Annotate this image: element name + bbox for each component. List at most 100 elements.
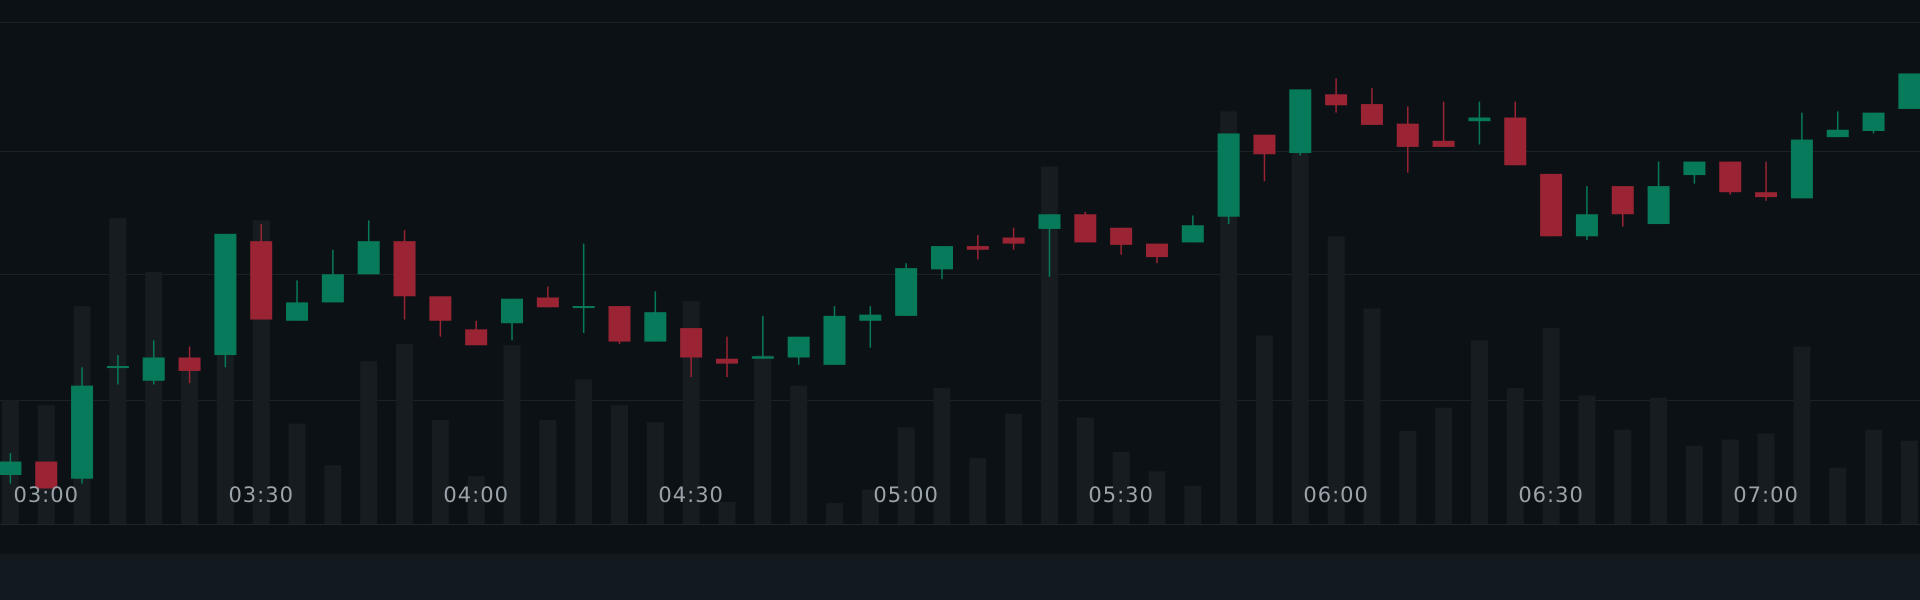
candle-body (1110, 227, 1133, 245)
candle-body (429, 296, 452, 321)
candle-body (572, 306, 595, 309)
candle-body (716, 358, 738, 364)
volume-bar (1184, 486, 1202, 524)
candle-body (1790, 139, 1813, 199)
candle-body (1898, 73, 1920, 109)
volume-bar (1255, 335, 1273, 524)
candle-body (787, 336, 810, 358)
x-tick-label: 03:30 (228, 483, 294, 507)
volume-bar (181, 367, 199, 524)
volume-bar (1685, 445, 1703, 524)
candle-body (0, 461, 22, 476)
candle-body (142, 357, 165, 381)
volume-bar (1506, 388, 1524, 524)
time-labels: 03:00 03:30 04:00 04:30 05:00 05:30 06:00 06:30… (13, 483, 1799, 507)
candle-body (1038, 214, 1061, 229)
candle-body (1289, 89, 1312, 154)
candle-body (1325, 94, 1348, 106)
volume-bar (1793, 346, 1811, 524)
volume-bar (611, 405, 629, 524)
x-tick-label: 06:30 (1518, 483, 1584, 507)
candle-body (1181, 225, 1204, 243)
volume-bar (216, 355, 234, 524)
candle-body (1504, 117, 1527, 166)
volume-bar (861, 489, 879, 524)
candle-body (1074, 214, 1097, 243)
volume-bar (396, 344, 414, 524)
candle-body (71, 385, 94, 479)
volume-bar (1900, 440, 1918, 524)
candle-layer (0, 73, 1920, 489)
grid (0, 22, 1920, 401)
candle-body (1755, 192, 1778, 198)
candle-body (966, 246, 989, 250)
candle-body (1468, 117, 1491, 122)
volume-bar (754, 355, 772, 524)
candle-body (1217, 133, 1240, 217)
candle-body (178, 357, 201, 371)
volume-bar (503, 345, 521, 524)
volume-bar (1829, 467, 1847, 524)
candle-body (214, 233, 237, 356)
candle-body (1862, 112, 1885, 131)
x-tick-label: 03:00 (13, 483, 79, 507)
candle-body (35, 461, 58, 489)
volume-bar (324, 465, 342, 524)
volume-bar (539, 419, 557, 524)
candle-body (1647, 186, 1670, 225)
candle-body (1145, 243, 1168, 258)
volume-bar (288, 423, 306, 524)
volume-bar (1040, 166, 1058, 524)
candle-body (393, 241, 416, 297)
candle-body (106, 366, 129, 369)
candle-body (1432, 140, 1455, 147)
volume-bar (431, 419, 449, 524)
candle-body (859, 314, 882, 321)
candle-body (644, 312, 667, 342)
candle-body (680, 328, 703, 358)
candle-body (751, 356, 774, 359)
volume-bar (575, 379, 593, 524)
footer-bar (0, 554, 1920, 600)
volume-bar (145, 271, 163, 524)
candle-body (1396, 123, 1419, 147)
x-tick-label: 07:00 (1733, 483, 1799, 507)
volume-bar (1757, 433, 1775, 524)
volume-bar (825, 503, 843, 524)
candle-body (895, 268, 918, 316)
volume-bar (1327, 236, 1345, 524)
volume-bar (360, 361, 378, 524)
candle-body (1360, 104, 1383, 125)
x-tick-label: 05:30 (1088, 483, 1154, 507)
candle-body (250, 241, 273, 320)
volume-bar (1650, 397, 1668, 524)
candle-body (465, 329, 488, 346)
volume-bar (790, 385, 808, 524)
axis-band (0, 524, 1920, 554)
candle-body (1719, 161, 1742, 193)
volume-bar (1005, 413, 1023, 524)
candle-body (357, 241, 380, 275)
candle-body (608, 306, 631, 342)
x-tick-label: 05:00 (873, 483, 939, 507)
volume-bar (897, 427, 915, 524)
volume-bar (1363, 308, 1381, 524)
volume-bar (1112, 451, 1130, 524)
candle-body (823, 315, 846, 365)
volume-bar (1291, 146, 1309, 524)
candle-body (1683, 161, 1706, 176)
candle-body (1253, 134, 1276, 155)
volume-bar (1076, 417, 1094, 524)
candle-body (536, 297, 559, 308)
candle-body (286, 302, 309, 321)
x-tick-label: 04:30 (658, 483, 724, 507)
candle-body (1826, 129, 1849, 138)
volume-bar (1578, 395, 1596, 524)
volume-bar (718, 501, 736, 524)
candle-body (501, 298, 524, 324)
volume-bar (467, 476, 485, 524)
candle-body (1540, 173, 1563, 237)
candle-body (1611, 186, 1634, 215)
volume-bar (1721, 439, 1739, 524)
